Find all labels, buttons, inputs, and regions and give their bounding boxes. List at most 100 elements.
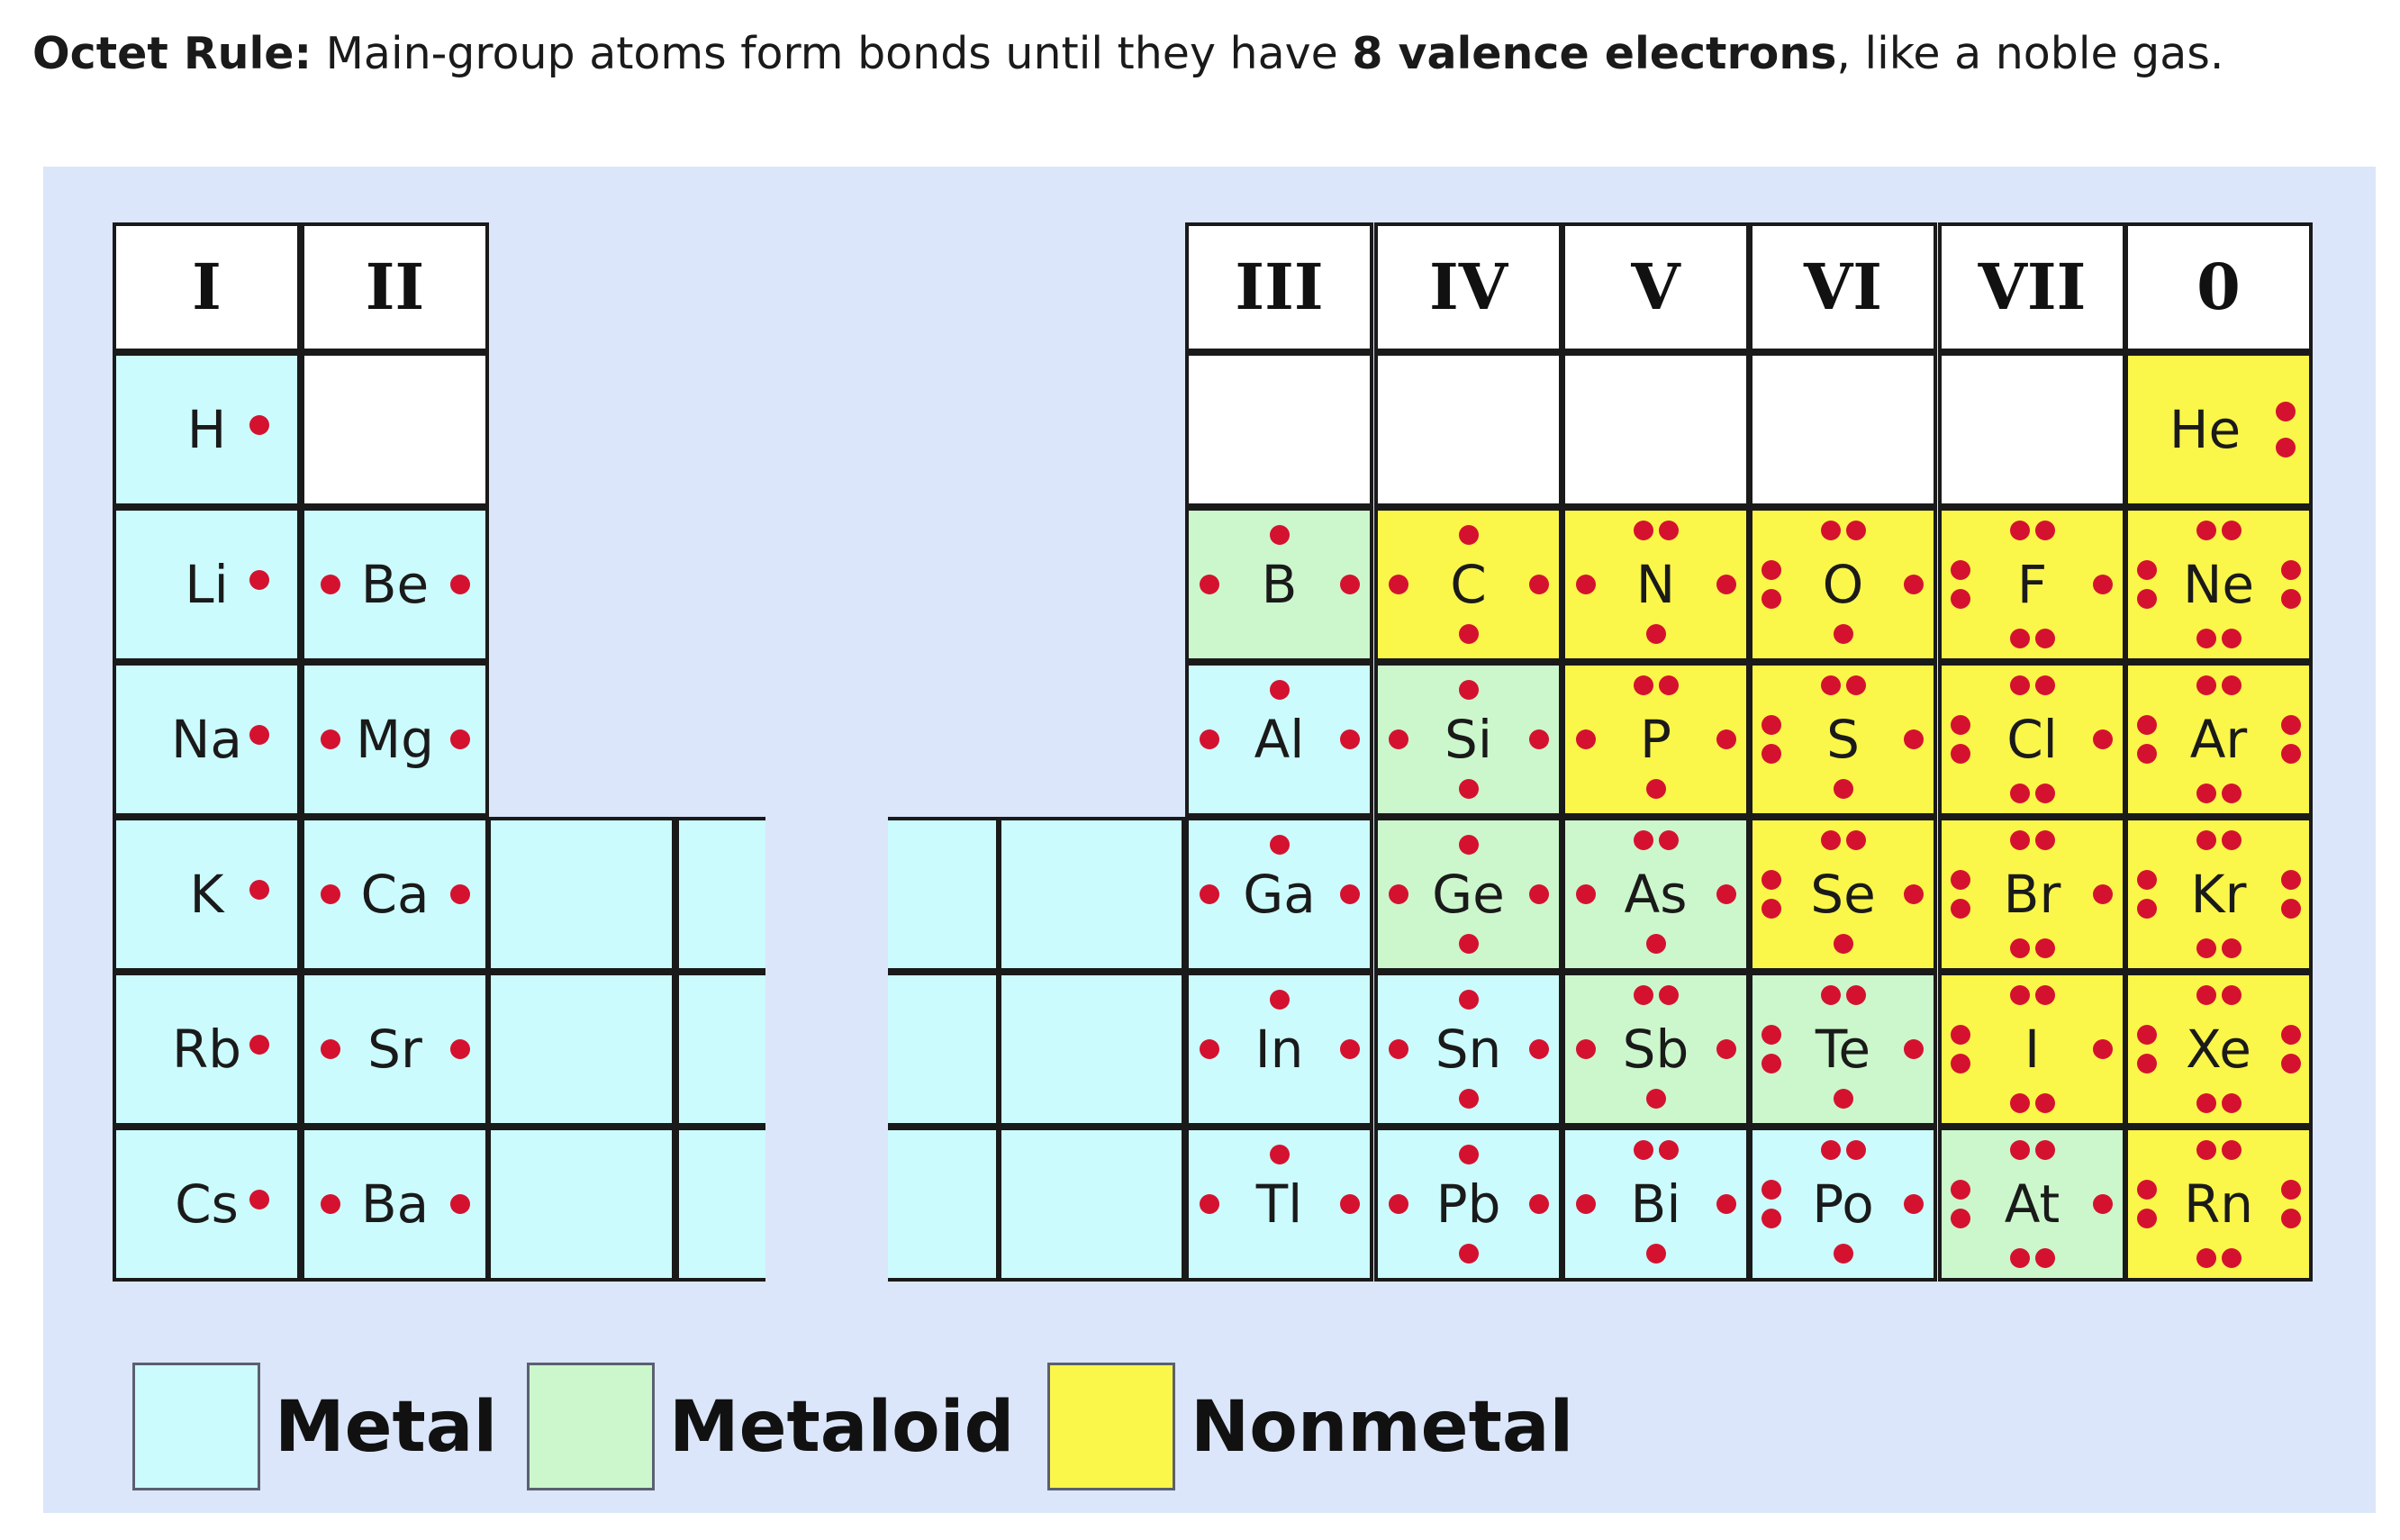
- electron-dot: [1820, 830, 1841, 850]
- element-cell-na: Na: [113, 662, 301, 817]
- transition-metal-cell: [998, 972, 1185, 1127]
- group-header-label: I: [192, 249, 222, 324]
- electron-dot: [1269, 680, 1290, 700]
- group-header-label: 0: [2196, 249, 2241, 324]
- electron-dot: [1903, 884, 1924, 904]
- electron-dot: [1761, 1054, 1781, 1073]
- electron-dot: [449, 1194, 470, 1214]
- electron-dot: [1761, 560, 1781, 580]
- element-symbol: F: [2016, 554, 2048, 615]
- electron-dot: [320, 884, 340, 904]
- element-cell-ga: Ga: [1185, 817, 1373, 972]
- electron-dot: [2034, 521, 2055, 540]
- transition-metal-cell: [888, 817, 1000, 972]
- element-symbol: Rn: [2183, 1173, 2254, 1235]
- electron-dot: [1575, 884, 1596, 904]
- element-cell-se: Se: [1749, 817, 1937, 972]
- element-symbol: Po: [1812, 1173, 1874, 1235]
- electron-dot: [1575, 1039, 1596, 1059]
- group-header-label: IV: [1428, 249, 1508, 324]
- element-symbol: Ga: [1243, 864, 1316, 925]
- electron-dot: [2275, 402, 2296, 421]
- electron-dot: [1716, 729, 1736, 749]
- electron-dot: [449, 575, 470, 594]
- element-cell-c: C: [1374, 507, 1562, 662]
- element-symbol: Tl: [1255, 1173, 1303, 1235]
- element-cell-po: Po: [1749, 1127, 1937, 1282]
- element-cell-i: I: [1938, 972, 2126, 1127]
- electron-dot: [1633, 521, 1653, 540]
- electron-dot: [449, 1039, 470, 1059]
- element-symbol: Xe: [2186, 1019, 2251, 1080]
- element-cell-xe: Xe: [2124, 972, 2313, 1127]
- electron-dot: [1199, 1039, 1219, 1059]
- element-symbol: As: [1624, 864, 1688, 925]
- empty-cell: [301, 352, 489, 507]
- electron-dot: [1845, 675, 1866, 695]
- legend-label-metal: Metal: [275, 1387, 498, 1468]
- electron-dot: [1658, 1140, 1679, 1160]
- element-cell-br: Br: [1938, 817, 2126, 972]
- element-cell-be: Be: [301, 507, 489, 662]
- electron-dot: [1339, 575, 1360, 594]
- legend-label-metaloid: Metaloid: [669, 1387, 1015, 1468]
- electron-dot: [1833, 779, 1853, 799]
- electron-dot: [249, 725, 269, 745]
- empty-cell: [1374, 352, 1562, 507]
- electron-dot: [1458, 525, 1479, 545]
- electron-dot: [2034, 1248, 2055, 1268]
- transition-metal-cell: [487, 972, 675, 1127]
- electron-dot: [2092, 884, 2113, 904]
- electron-dot: [1575, 1194, 1596, 1214]
- electron-dot: [1633, 830, 1653, 850]
- caption-bold: 8 valence electrons: [1352, 28, 1837, 79]
- element-cell-si: Si: [1374, 662, 1562, 817]
- caption-text-2: , like a noble gas.: [1836, 28, 2224, 79]
- electron-dot: [1950, 899, 1970, 919]
- electron-dot: [249, 415, 269, 435]
- electron-dot: [2280, 560, 2301, 580]
- electron-dot: [1658, 521, 1679, 540]
- electron-dot: [2136, 560, 2157, 580]
- electron-dot: [2009, 938, 2030, 958]
- electron-dot: [2196, 985, 2216, 1005]
- electron-dot: [1528, 1194, 1549, 1214]
- element-cell-in: In: [1185, 972, 1373, 1127]
- electron-dot: [1528, 1039, 1549, 1059]
- electron-dot: [1761, 1180, 1781, 1200]
- electron-dot: [2092, 729, 2113, 749]
- electron-dot: [1950, 1180, 1970, 1200]
- group-header-label: III: [1235, 249, 1324, 324]
- electron-dot: [1761, 1025, 1781, 1045]
- empty-cell: [1562, 352, 1750, 507]
- electron-dot: [449, 884, 470, 904]
- element-symbol: H: [186, 399, 227, 460]
- electron-dot: [1658, 985, 1679, 1005]
- element-cell-sn: Sn: [1374, 972, 1562, 1127]
- electron-dot: [2009, 1248, 2030, 1268]
- element-cell-o: O: [1749, 507, 1937, 662]
- electron-dot: [320, 1194, 340, 1214]
- group-header-iv: IV: [1374, 222, 1562, 352]
- electron-dot: [2034, 784, 2055, 803]
- element-symbol: Be: [360, 554, 430, 615]
- electron-dot: [1633, 1140, 1653, 1160]
- element-symbol: Ca: [360, 864, 430, 925]
- element-cell-bi: Bi: [1562, 1127, 1750, 1282]
- group-header-label: II: [365, 249, 425, 324]
- electron-dot: [1950, 589, 1970, 609]
- electron-dot: [2009, 629, 2030, 648]
- electron-dot: [1658, 675, 1679, 695]
- electron-dot: [1820, 1140, 1841, 1160]
- electron-dot: [1950, 744, 1970, 764]
- electron-dot: [1950, 1209, 1970, 1228]
- electron-dot: [2221, 1248, 2242, 1268]
- electron-dot: [2280, 1054, 2301, 1073]
- electron-dot: [1458, 835, 1479, 855]
- group-header-label: V: [1631, 249, 1680, 324]
- electron-dot: [2280, 1025, 2301, 1045]
- electron-dot: [1339, 729, 1360, 749]
- element-symbol: Te: [1815, 1019, 1871, 1080]
- element-symbol: Ba: [360, 1173, 430, 1235]
- electron-dot: [1950, 870, 1970, 890]
